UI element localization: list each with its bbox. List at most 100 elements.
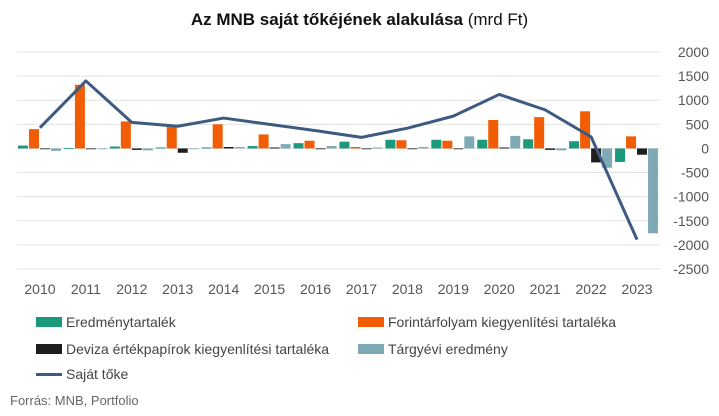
chart-lines bbox=[38, 79, 639, 241]
legend-item-eredmenytartalek: Eredménytartalék bbox=[36, 314, 176, 330]
bar-3-2016 bbox=[315, 148, 326, 150]
bar-1-2013 bbox=[155, 147, 166, 149]
y-tick-label: -1500 bbox=[673, 213, 709, 229]
bar-4-2021 bbox=[556, 148, 567, 151]
bar-1-2019 bbox=[431, 139, 442, 149]
x-tick-label: 2023 bbox=[621, 281, 652, 297]
x-tick-label: 2021 bbox=[530, 281, 561, 297]
y-tick-label: 2000 bbox=[678, 44, 709, 60]
bar-4-2022 bbox=[602, 148, 613, 168]
x-tick-label: 2010 bbox=[24, 281, 55, 297]
bar-2-2021 bbox=[534, 117, 545, 149]
bar-1-2018 bbox=[385, 139, 396, 149]
x-tick-label: 2020 bbox=[484, 281, 515, 297]
bar-1-2011 bbox=[63, 147, 74, 149]
legend-swatch bbox=[358, 344, 384, 354]
bar-4-2020 bbox=[510, 135, 521, 149]
legend-swatch bbox=[36, 317, 62, 327]
bar-2-2016 bbox=[304, 140, 315, 149]
bar-2-2013 bbox=[166, 124, 177, 149]
legend-item-targyevi: Tárgyévi eredmény bbox=[358, 341, 508, 357]
bar-3-2023 bbox=[637, 148, 648, 155]
bar-1-2022 bbox=[569, 141, 580, 149]
x-axis-labels: 2010 2011 2012 2013 2014 2015 2016 2017 2018 2019… bbox=[24, 281, 652, 297]
bar-2-2012 bbox=[120, 121, 131, 149]
bar-4-2019 bbox=[464, 136, 475, 149]
bar-1-2016 bbox=[293, 143, 304, 149]
chart-title-main: Az MNB saját tőkéjének alakulása bbox=[190, 10, 463, 29]
y-tick-label: 1500 bbox=[678, 68, 709, 84]
legend-label: Eredménytartalék bbox=[66, 314, 176, 330]
y-tick-label: -500 bbox=[681, 165, 709, 181]
bar-4-2015 bbox=[280, 144, 291, 149]
bar-2-2014 bbox=[212, 124, 223, 149]
bar-3-2012 bbox=[131, 148, 142, 150]
bar-3-2011 bbox=[85, 148, 96, 150]
bar-1-2023 bbox=[615, 148, 626, 162]
bar-3-2010 bbox=[39, 148, 50, 150]
legend-label: Forintárfolyam kiegyenlítési tartaléka bbox=[388, 314, 616, 330]
line-series-sajat-toke bbox=[38, 79, 639, 241]
bar-2-2022 bbox=[580, 111, 591, 149]
bar-2-2018 bbox=[396, 140, 407, 149]
bar-4-2016 bbox=[326, 146, 337, 149]
bar-2-2019 bbox=[442, 140, 453, 149]
legend-label: Tárgyévi eredmény bbox=[388, 341, 508, 357]
x-tick-label: 2018 bbox=[392, 281, 423, 297]
bar-3-2015 bbox=[269, 147, 280, 149]
bar-3-2014 bbox=[223, 146, 234, 149]
bar-1-2021 bbox=[523, 139, 534, 149]
bar-3-2017 bbox=[361, 148, 372, 150]
y-tick-label: -1000 bbox=[673, 189, 709, 205]
x-tick-label: 2012 bbox=[116, 281, 147, 297]
bar-4-2013 bbox=[188, 148, 199, 150]
bar-1-2015 bbox=[247, 146, 258, 149]
bar-3-2020 bbox=[499, 147, 510, 149]
bar-4-2011 bbox=[96, 148, 107, 150]
legend-item-deviza: Deviza értékpapírok kiegyenlítési tartal… bbox=[36, 341, 329, 357]
x-tick-label: 2014 bbox=[208, 281, 239, 297]
chart-grid bbox=[17, 51, 660, 270]
bar-3-2018 bbox=[407, 148, 418, 150]
y-tick-label: 1000 bbox=[678, 92, 709, 108]
legend-item-forintarfolyam: Forintárfolyam kiegyenlítési tartaléka bbox=[358, 314, 616, 330]
x-tick-label: 2011 bbox=[71, 281, 101, 297]
legend-swatch bbox=[358, 317, 384, 327]
bar-4-2014 bbox=[234, 146, 245, 149]
bar-1-2020 bbox=[477, 139, 488, 149]
legend-label: Deviza értékpapírok kiegyenlítési tartal… bbox=[66, 341, 330, 357]
chart-plot: 2000 1500 1000 500 0 -500 -1000 -1500 -2000 -2500… bbox=[17, 44, 709, 297]
bar-1-2012 bbox=[109, 146, 120, 149]
bar-4-2017 bbox=[372, 147, 383, 149]
y-axis-labels: 2000 1500 1000 500 0 -500 -1000 -1500 -2000 -2500 bbox=[673, 44, 709, 277]
bar-3-2022 bbox=[591, 148, 602, 163]
y-tick-label: -2500 bbox=[673, 261, 709, 277]
bar-2-2020 bbox=[488, 119, 499, 149]
bar-4-2010 bbox=[50, 148, 61, 151]
bar-1-2010 bbox=[17, 145, 28, 149]
chart-bars bbox=[17, 84, 659, 234]
bar-1-2014 bbox=[201, 147, 212, 149]
bar-3-2013 bbox=[177, 148, 188, 153]
y-tick-label: -2000 bbox=[673, 237, 709, 253]
bar-2-2023 bbox=[626, 136, 637, 149]
bar-2-2017 bbox=[350, 146, 361, 149]
bar-2-2011 bbox=[74, 84, 85, 149]
y-tick-label: 500 bbox=[686, 116, 710, 132]
y-tick-label: 0 bbox=[701, 140, 709, 156]
x-tick-label: 2022 bbox=[576, 281, 607, 297]
x-tick-label: 2013 bbox=[162, 281, 193, 297]
x-tick-label: 2019 bbox=[438, 281, 469, 297]
chart-title: Az MNB saját tőkéjének alakulása (mrd Ft… bbox=[0, 10, 719, 30]
legend-item-sajat-toke: Saját tőke bbox=[36, 366, 128, 382]
bar-4-2018 bbox=[418, 146, 429, 149]
x-tick-label: 2017 bbox=[346, 281, 377, 297]
chart-title-unit: (mrd Ft) bbox=[462, 10, 529, 29]
legend-label: Saját tőke bbox=[66, 366, 129, 382]
bar-2-2010 bbox=[28, 129, 39, 149]
x-tick-label: 2016 bbox=[300, 281, 331, 297]
legend-swatch bbox=[36, 372, 62, 376]
bar-4-2023 bbox=[648, 148, 659, 234]
bar-1-2017 bbox=[339, 141, 350, 149]
bar-3-2019 bbox=[453, 148, 464, 150]
